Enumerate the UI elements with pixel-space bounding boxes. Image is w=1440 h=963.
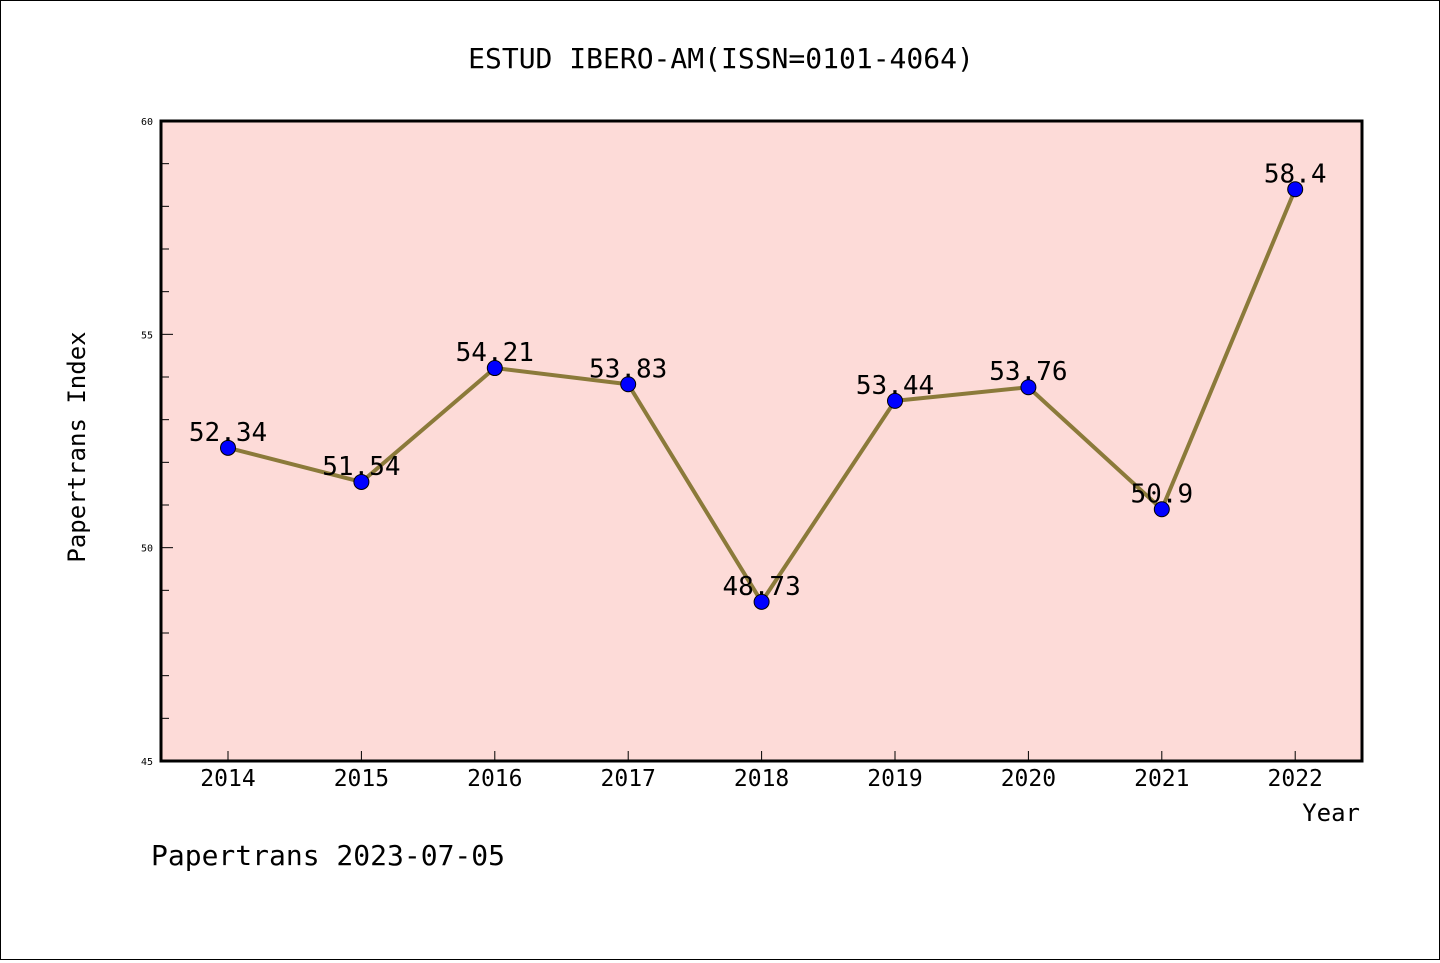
data-points [220, 181, 1304, 610]
x-tick-label: 2021 [1134, 766, 1189, 792]
data-label: 51.54 [322, 452, 400, 482]
data-label: 53.83 [589, 354, 667, 384]
x-tick-label: 2016 [467, 766, 522, 792]
y-tick-label: 45 [141, 757, 153, 768]
x-axis-title: Year [1302, 799, 1360, 827]
data-point [353, 473, 370, 490]
footer-credit: Papertrans 2023-07-05 [151, 839, 505, 872]
x-axis: 2014 2015 2016 2017 2018 2019 2020 2021 2022 [200, 751, 1323, 792]
data-point [1287, 181, 1304, 198]
y-axis: 45 50 55 60 [141, 117, 173, 768]
data-point [1020, 379, 1037, 396]
data-labels: 52.34 51.54 54.21 53.83 48.73 53.44 53.76 50.9 5… [189, 159, 1327, 602]
data-label: 58.4 [1264, 159, 1327, 189]
data-label: 50.9 [1130, 479, 1193, 509]
data-label: 48.73 [722, 572, 800, 602]
x-tick-label: 2022 [1268, 766, 1323, 792]
x-tick-label: 2015 [334, 766, 389, 792]
data-point [220, 439, 236, 456]
y-tick-label: 60 [141, 117, 153, 128]
x-tick-label: 2020 [1001, 766, 1056, 792]
data-label: 53.76 [989, 357, 1067, 387]
y-tick-label: 55 [141, 330, 153, 341]
x-tick-label: 2014 [200, 766, 255, 792]
x-tick-label: 2019 [867, 766, 922, 792]
data-point [1153, 501, 1170, 518]
plot-area [159, 119, 1364, 763]
data-point [486, 360, 503, 377]
data-label: 54.21 [456, 338, 534, 368]
data-point [887, 392, 903, 409]
y-tick-label: 50 [141, 544, 153, 555]
chart-title: ESTUD IBERO-AM(ISSN=0101-4064) [468, 42, 974, 75]
data-label: 53.44 [856, 371, 934, 401]
x-tick-label: 2018 [734, 766, 789, 792]
data-label: 52.34 [189, 418, 267, 448]
y-axis-title: Papertrans Index [63, 331, 91, 562]
data-point [620, 376, 637, 393]
data-point [753, 593, 770, 610]
x-tick-label: 2017 [601, 766, 656, 792]
